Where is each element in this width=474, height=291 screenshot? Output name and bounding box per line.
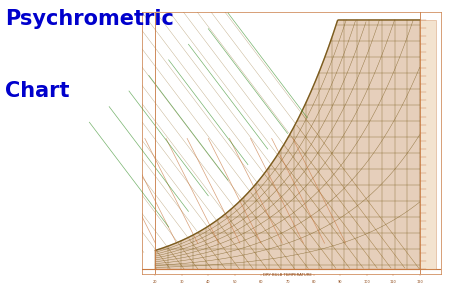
- Text: Chart: Chart: [5, 81, 69, 102]
- Polygon shape: [155, 20, 419, 269]
- Bar: [419, 20, 436, 269]
- Text: Psychrometric: Psychrometric: [5, 9, 173, 29]
- Text: DRY BULB TEMPERATURE: DRY BULB TEMPERATURE: [263, 273, 312, 277]
